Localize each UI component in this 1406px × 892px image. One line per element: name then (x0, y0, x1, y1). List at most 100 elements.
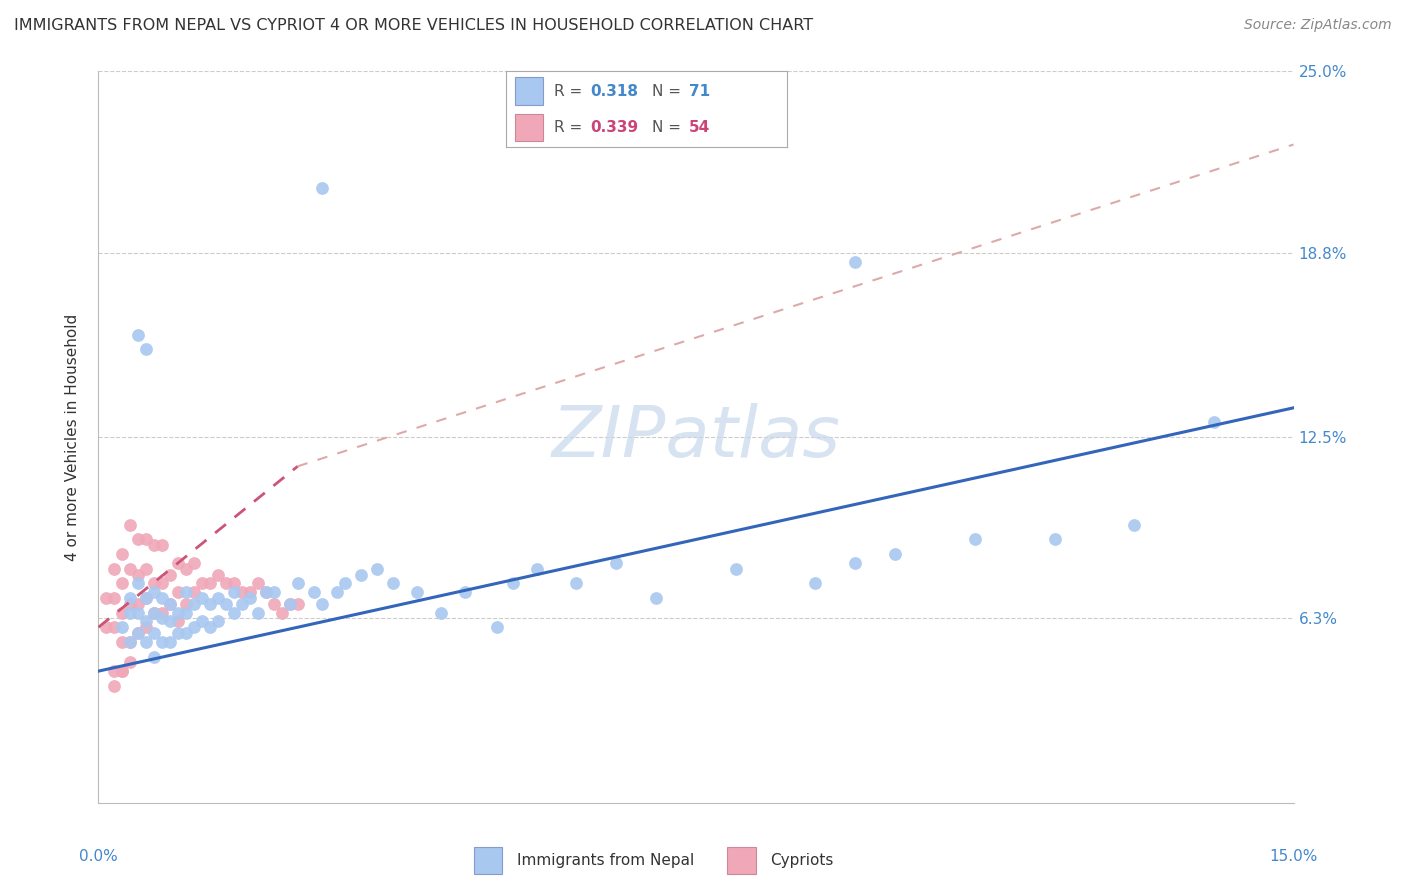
FancyBboxPatch shape (474, 847, 502, 874)
Point (135, 591, 157, 605)
Point (111, 664, 134, 678)
Point (526, 562, 548, 576)
Point (127, 576, 149, 591)
Point (302, 585, 325, 599)
Point (120, 597, 142, 611)
Point (103, 679, 125, 693)
Point (326, 585, 349, 599)
Point (150, 611, 173, 625)
Point (246, 576, 269, 591)
Point (135, 591, 157, 605)
Point (167, 615, 190, 629)
Text: 71: 71 (689, 84, 710, 99)
Point (127, 606, 149, 620)
Point (127, 327, 149, 342)
Text: Cypriots: Cypriots (770, 854, 834, 868)
Point (605, 556, 627, 570)
Point (96, 620, 118, 634)
Point (120, 517, 142, 532)
Point (167, 606, 190, 620)
Point (430, 606, 453, 620)
Point (366, 562, 388, 576)
Point (191, 576, 214, 591)
Text: R =: R = (554, 120, 588, 135)
Point (135, 620, 157, 634)
Point (278, 597, 301, 611)
Point (645, 591, 668, 605)
Point (485, 620, 508, 634)
Text: R =: R = (554, 84, 588, 99)
Point (135, 635, 157, 649)
Point (135, 343, 157, 357)
Point (120, 635, 142, 649)
Text: IMMIGRANTS FROM NEPAL VS CYPRIOT 4 OR MORE VEHICLES IN HOUSEHOLD CORRELATION CHA: IMMIGRANTS FROM NEPAL VS CYPRIOT 4 OR MO… (14, 18, 813, 33)
Text: N =: N = (652, 120, 686, 135)
Point (502, 576, 524, 591)
Point (191, 591, 214, 605)
Point (263, 597, 285, 611)
Point (103, 591, 125, 605)
Point (143, 606, 166, 620)
Point (143, 626, 166, 640)
Point (159, 567, 181, 582)
Point (111, 664, 134, 678)
Point (183, 597, 205, 611)
Point (135, 533, 157, 547)
Point (963, 533, 986, 547)
Point (222, 606, 245, 620)
Point (231, 597, 253, 611)
Point (111, 606, 134, 620)
Point (150, 591, 173, 605)
Point (183, 620, 205, 634)
Y-axis label: 4 or more Vehicles in Household: 4 or more Vehicles in Household (65, 313, 80, 561)
Point (198, 620, 221, 634)
Point (174, 562, 197, 576)
Point (174, 597, 197, 611)
Point (1123, 517, 1146, 532)
Point (111, 635, 134, 649)
Point (207, 615, 229, 629)
Point (215, 597, 238, 611)
Point (150, 576, 173, 591)
Point (135, 615, 157, 629)
Text: 0.0%: 0.0% (79, 849, 118, 863)
Text: N =: N = (652, 84, 686, 99)
Point (287, 576, 309, 591)
Point (311, 597, 333, 611)
Point (278, 597, 301, 611)
Point (120, 591, 142, 605)
Text: 0.339: 0.339 (591, 120, 638, 135)
Point (120, 635, 142, 649)
Point (1043, 533, 1066, 547)
Point (454, 585, 477, 599)
Point (159, 597, 181, 611)
Point (382, 576, 405, 591)
FancyBboxPatch shape (515, 114, 543, 141)
Point (207, 567, 229, 582)
Point (120, 656, 142, 670)
Point (127, 533, 149, 547)
Point (565, 576, 588, 591)
Point (143, 538, 166, 552)
Text: 54: 54 (689, 120, 710, 135)
Point (183, 556, 205, 570)
Point (143, 649, 166, 664)
Point (246, 606, 269, 620)
FancyBboxPatch shape (515, 78, 543, 104)
Point (804, 576, 827, 591)
Point (96, 591, 118, 605)
Point (335, 576, 357, 591)
Point (159, 597, 181, 611)
Point (143, 576, 166, 591)
Point (167, 626, 190, 640)
Point (127, 567, 149, 582)
Point (143, 585, 166, 599)
Point (198, 576, 221, 591)
Point (844, 556, 866, 570)
Point (207, 591, 229, 605)
Point (150, 635, 173, 649)
Point (111, 576, 134, 591)
Point (174, 585, 197, 599)
Point (724, 562, 747, 576)
Point (167, 585, 190, 599)
